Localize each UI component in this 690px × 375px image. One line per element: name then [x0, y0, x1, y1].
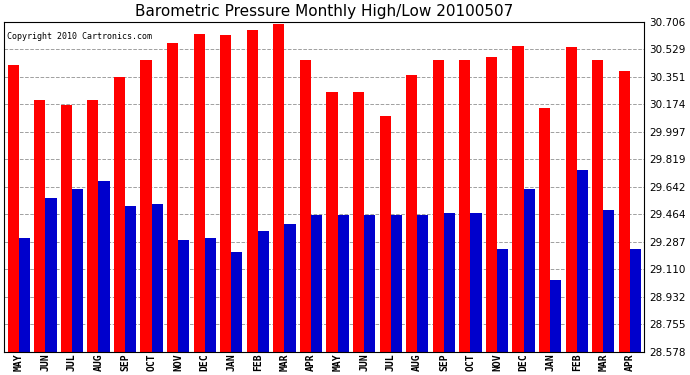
Bar — [444, 213, 455, 352]
Bar — [619, 71, 630, 352]
Bar — [141, 60, 152, 352]
Bar — [167, 43, 178, 352]
Bar — [178, 240, 189, 352]
Bar — [577, 170, 588, 352]
Bar — [19, 238, 30, 352]
Bar — [391, 215, 402, 352]
Bar — [46, 198, 57, 352]
Bar — [364, 215, 375, 352]
Bar — [592, 60, 603, 352]
Bar — [220, 35, 231, 352]
Bar — [460, 60, 471, 352]
Bar — [300, 60, 311, 352]
Bar — [353, 93, 364, 352]
Text: Copyright 2010 Cartronics.com: Copyright 2010 Cartronics.com — [8, 32, 152, 40]
Bar — [258, 231, 269, 352]
Bar — [326, 93, 337, 352]
Bar — [61, 105, 72, 352]
Bar — [417, 215, 428, 352]
Bar — [337, 215, 348, 352]
Title: Barometric Pressure Monthly High/Low 20100507: Barometric Pressure Monthly High/Low 201… — [135, 4, 513, 19]
Bar — [497, 249, 508, 352]
Bar — [72, 189, 83, 352]
Bar — [630, 249, 641, 352]
Bar — [152, 204, 163, 352]
Bar — [34, 100, 46, 352]
Bar — [550, 280, 561, 352]
Bar — [88, 100, 99, 352]
Bar — [99, 181, 110, 352]
Bar — [194, 33, 205, 352]
Bar — [524, 189, 535, 352]
Bar — [231, 252, 242, 352]
Bar — [471, 213, 482, 352]
Bar — [406, 75, 417, 352]
Bar — [8, 64, 19, 352]
Bar — [311, 215, 322, 352]
Bar — [539, 108, 550, 352]
Bar — [486, 57, 497, 352]
Bar — [125, 206, 136, 352]
Bar — [513, 46, 524, 352]
Bar — [284, 224, 295, 352]
Bar — [433, 60, 444, 352]
Bar — [380, 116, 391, 352]
Bar — [114, 77, 125, 352]
Bar — [247, 30, 258, 352]
Bar — [566, 48, 577, 352]
Bar — [603, 210, 615, 352]
Bar — [205, 238, 216, 352]
Bar — [273, 24, 284, 352]
